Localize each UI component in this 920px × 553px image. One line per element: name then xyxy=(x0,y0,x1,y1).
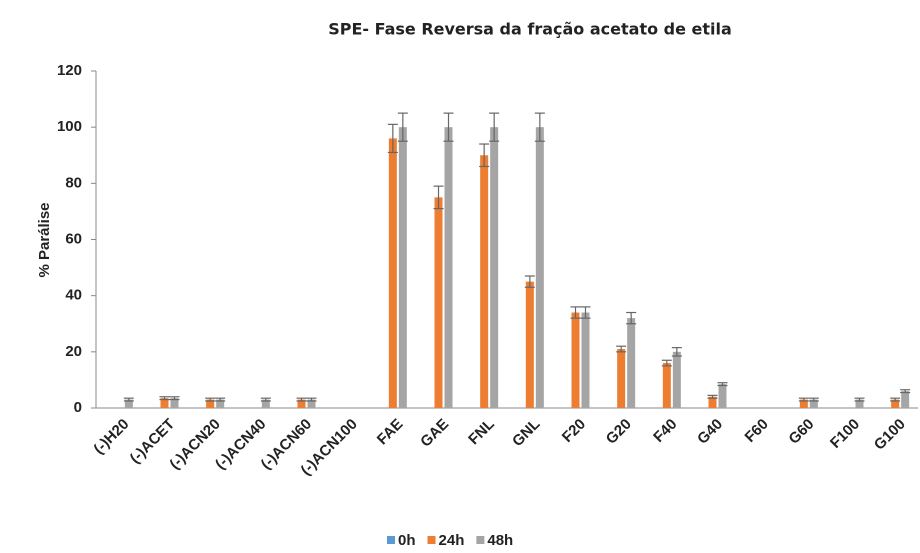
error-bar xyxy=(854,397,865,402)
error-bar xyxy=(205,397,216,402)
error-bar xyxy=(808,397,819,402)
error-bar xyxy=(443,112,454,142)
y-tick-label: 100 xyxy=(57,118,82,135)
y-tick-label: 120 xyxy=(57,62,82,79)
legend-label: 0h xyxy=(398,532,416,549)
bar xyxy=(799,399,808,408)
error-bar xyxy=(671,347,682,357)
x-tick-label: F60 xyxy=(741,416,771,446)
x-tick-label: (-)H20 xyxy=(90,416,132,458)
bar xyxy=(855,399,864,408)
bar xyxy=(388,138,397,408)
error-bar xyxy=(489,112,500,142)
bar xyxy=(444,127,453,409)
bar xyxy=(398,127,407,409)
x-tick-label: FNL xyxy=(465,416,498,449)
x-tick-label: G100 xyxy=(871,416,909,454)
error-bar xyxy=(387,123,398,154)
bar xyxy=(901,391,910,408)
legend-swatch xyxy=(427,536,436,544)
error-bar xyxy=(900,389,911,394)
legend-swatch xyxy=(476,536,485,544)
bar xyxy=(708,396,717,408)
y-tick-label: 40 xyxy=(65,287,82,304)
bar xyxy=(490,127,499,409)
error-bar xyxy=(798,397,809,402)
bar xyxy=(170,398,179,408)
legend-label: 48h xyxy=(487,532,513,549)
error-bar xyxy=(123,397,134,402)
bar xyxy=(891,399,900,408)
error-bar xyxy=(626,311,637,325)
error-bar xyxy=(296,397,307,402)
x-tick-label: G60 xyxy=(785,416,817,448)
y-tick-label: 0 xyxy=(74,399,82,416)
error-bar xyxy=(534,112,545,142)
bar xyxy=(571,312,580,408)
error-bar xyxy=(479,143,490,168)
error-bar xyxy=(433,185,444,210)
bar xyxy=(261,399,270,408)
x-tick-label: F20 xyxy=(559,416,589,446)
error-bar xyxy=(890,397,901,402)
bar xyxy=(718,384,727,408)
x-tick-label: F100 xyxy=(827,416,863,452)
bar xyxy=(525,281,534,408)
bar xyxy=(535,127,544,409)
error-bar xyxy=(306,397,317,402)
y-tick-label: 60 xyxy=(65,230,82,247)
error-bar xyxy=(661,359,672,367)
bar xyxy=(480,155,489,408)
y-tick-label: 80 xyxy=(65,174,82,191)
y-axis-label: % Parálise xyxy=(36,202,53,277)
x-tick-label: GAE xyxy=(417,416,452,451)
error-bar xyxy=(169,396,180,401)
error-bar xyxy=(215,397,226,402)
error-bar xyxy=(717,382,728,387)
legend-label: 24h xyxy=(439,532,465,549)
bar xyxy=(662,363,671,408)
y-tick-label: 20 xyxy=(65,343,82,360)
bar xyxy=(434,197,443,408)
x-tick-label: G20 xyxy=(603,416,635,448)
bar xyxy=(206,399,215,408)
bar xyxy=(627,318,636,408)
legend-swatch xyxy=(387,536,395,544)
error-bar xyxy=(707,394,718,399)
error-bar xyxy=(260,397,271,402)
error-bar xyxy=(570,306,581,319)
bar xyxy=(809,399,818,408)
bar xyxy=(216,399,225,408)
bar xyxy=(160,398,169,408)
chart-title: SPE- Fase Reversa da fração acetato de e… xyxy=(328,20,732,39)
x-tick-label: FAE xyxy=(374,416,407,449)
bar xyxy=(307,399,316,408)
bar xyxy=(672,351,681,408)
x-tick-label: G40 xyxy=(694,416,726,448)
bar xyxy=(297,399,306,408)
bar xyxy=(581,312,590,408)
error-bar xyxy=(580,306,591,319)
bar xyxy=(124,399,133,408)
error-bar xyxy=(524,275,535,288)
error-bar xyxy=(159,396,170,401)
x-tick-label: GNL xyxy=(509,416,543,450)
bar xyxy=(617,349,626,408)
x-tick-label: F40 xyxy=(650,416,680,446)
error-bar xyxy=(397,112,408,142)
error-bar xyxy=(616,345,627,353)
